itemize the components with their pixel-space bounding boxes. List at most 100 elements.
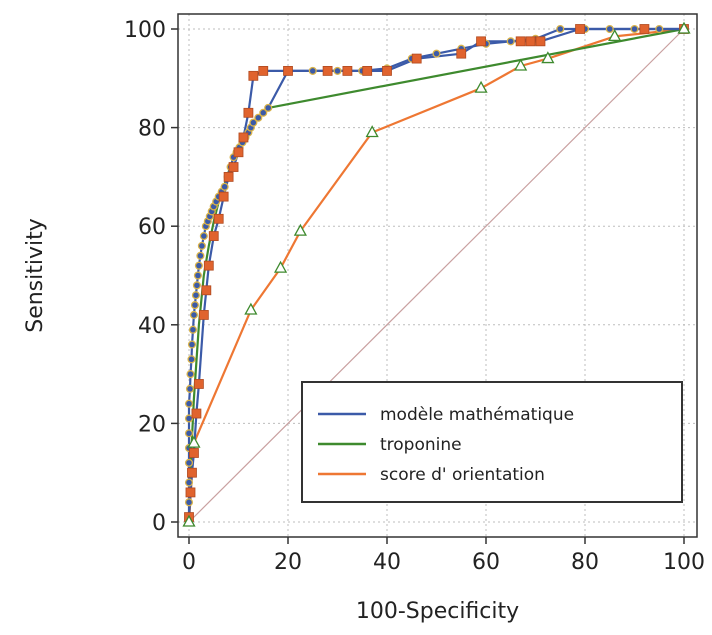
modele-square-point: [187, 467, 197, 478]
modele-square-point: [525, 36, 536, 47]
modele-point: [192, 281, 201, 290]
reference-diagonal: [188, 28, 685, 523]
modele-point: [187, 340, 197, 349]
y-tick-label: 0: [152, 511, 166, 536]
modele-square-point: [639, 24, 650, 34]
modele-point: [186, 370, 195, 379]
modele-point: [194, 261, 203, 270]
modele-point: [197, 241, 206, 250]
modele-square-point: [191, 408, 202, 419]
modele-point: [333, 66, 342, 75]
modele-square-point: [411, 53, 422, 64]
x-tick-label: 60: [472, 550, 500, 575]
score-point: [365, 125, 379, 138]
score-point: [541, 51, 555, 64]
modele-point: [259, 108, 268, 117]
series-layer: [182, 21, 691, 527]
modele-point: [199, 232, 208, 241]
modele-square-point: [228, 162, 239, 172]
x-axis-label: 100-Specificity: [356, 599, 519, 624]
legend: modèle mathématique troponine score d' o…: [301, 381, 683, 503]
modele-square-point: [193, 379, 204, 389]
modele-square-point: [213, 213, 224, 224]
modele-square-point: [185, 487, 196, 498]
score-point: [677, 21, 691, 34]
legend-box: [301, 381, 683, 503]
modele-square-point: [515, 36, 526, 47]
score-point: [244, 302, 258, 315]
score-point: [474, 80, 488, 93]
legend-label-modele: modèle mathématique: [380, 405, 574, 425]
modele-square-point: [535, 36, 546, 47]
y-tick-label: 60: [138, 215, 166, 240]
modele-point: [655, 24, 664, 34]
score-point: [608, 29, 622, 42]
tick-layer: 0 20 40 60 80 100 0 20 40 60 80 100: [124, 18, 705, 575]
modele-point: [185, 384, 195, 393]
modele-square-point: [248, 70, 259, 81]
modele-square-point: [283, 66, 293, 76]
modele-square-point: [203, 260, 214, 271]
modele-point: [264, 103, 273, 112]
modele-point: [184, 429, 194, 438]
modele-square-point: [208, 231, 219, 241]
modele-point: [432, 49, 441, 58]
score-point: [514, 58, 528, 71]
modele-point: [191, 291, 200, 300]
reference-line: [188, 28, 685, 523]
modele-point: [188, 325, 198, 334]
modele-square-point: [189, 448, 199, 458]
modele-point: [630, 24, 639, 34]
legend-label-troponine: troponine: [380, 435, 462, 455]
modele-square-point: [243, 107, 254, 118]
legend-label-score: score d' orientation: [380, 465, 545, 485]
modele-square-point: [238, 132, 249, 143]
score-point: [182, 514, 196, 527]
x-tick-label: 100: [663, 550, 705, 575]
modele-square-point: [382, 66, 392, 76]
modele-square-point: [575, 24, 585, 34]
x-tick-label: 80: [571, 550, 599, 575]
modele-point: [249, 118, 258, 127]
modele-point: [220, 182, 229, 191]
modele-point: [196, 251, 205, 260]
modele-point: [189, 310, 199, 319]
score-point: [293, 223, 307, 236]
x-tick-label: 0: [182, 550, 196, 575]
x-tick-label: 40: [373, 550, 401, 575]
y-tick-label: 80: [138, 117, 166, 142]
modele-point: [254, 113, 263, 122]
modele-square-point: [218, 191, 229, 202]
modele-point: [184, 399, 194, 408]
modele-square-point: [233, 147, 244, 158]
y-tick-label: 100: [124, 18, 166, 43]
y-tick-label: 40: [138, 314, 166, 339]
modele-square-point: [198, 310, 209, 320]
x-tick-label: 20: [274, 550, 302, 575]
modele-square-point: [322, 66, 333, 76]
modele-point: [184, 478, 194, 487]
modele-square-point: [362, 66, 373, 76]
y-axis-label: Sensitivity: [23, 218, 48, 333]
modele-point: [193, 271, 202, 280]
modele-point: [187, 355, 196, 364]
modele-point: [184, 414, 194, 423]
plot-area-frame: [177, 13, 698, 538]
score-point: [273, 260, 288, 273]
modele-point: [184, 458, 194, 467]
modele-point: [506, 37, 515, 46]
modele-square-point: [476, 36, 486, 47]
y-tick-label: 20: [138, 412, 166, 437]
modele-square-point: [223, 171, 234, 182]
modele-point: [556, 24, 565, 34]
modele-square-point: [456, 48, 467, 59]
modele-point: [190, 301, 199, 310]
modele-square-point: [342, 66, 353, 76]
modele-point: [184, 498, 194, 507]
modele-point: [308, 66, 317, 75]
modele-square-point: [258, 66, 269, 76]
score-point: [187, 435, 201, 448]
modele-point: [605, 24, 614, 34]
modele-square-point: [201, 285, 212, 296]
